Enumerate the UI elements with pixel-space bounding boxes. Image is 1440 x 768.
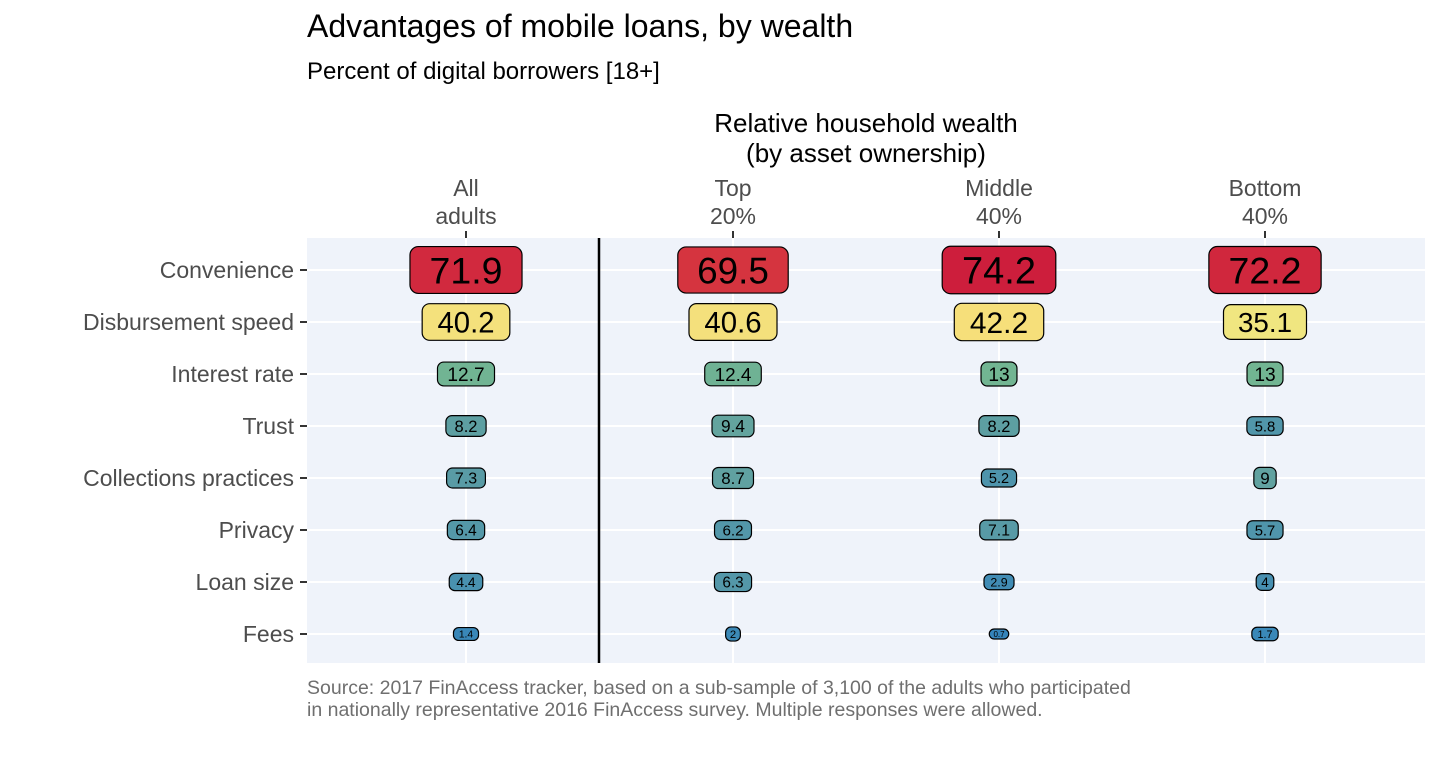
- value-label: 74.2: [962, 251, 1036, 293]
- column-label: 20%: [710, 203, 756, 229]
- value-label: 6.2: [722, 522, 743, 539]
- value-label: 6.3: [722, 575, 743, 592]
- row-label: Disbursement speed: [83, 309, 294, 335]
- value-cell-box: [1246, 520, 1284, 540]
- grid-layer: [307, 238, 1425, 663]
- value-label: 71.9: [430, 249, 503, 291]
- value-label: 4: [1261, 575, 1269, 590]
- value-label: 5.8: [1255, 419, 1276, 435]
- value-cell-box: [409, 245, 523, 295]
- value-cell-box: [445, 467, 487, 489]
- value-cell-box: [980, 468, 1018, 488]
- value-label: 4.4: [456, 575, 476, 590]
- value-label: 8.7: [721, 469, 744, 488]
- group-header-line1: Relative household wealth: [714, 108, 1018, 138]
- column-label: 40%: [976, 203, 1022, 229]
- chart-title: Advantages of mobile loans, by wealth: [307, 8, 854, 44]
- value-cell-box: [446, 519, 486, 541]
- value-cell-box: [980, 361, 1018, 387]
- column-label: Bottom: [1229, 175, 1302, 201]
- value-cell-box: [704, 361, 762, 387]
- value-label: 5.2: [989, 471, 1009, 487]
- value-label: 6.4: [455, 523, 477, 540]
- value-cell-box: [725, 626, 741, 642]
- value-cell-box: [677, 246, 789, 294]
- value-cell-box: [711, 414, 755, 438]
- value-label: 1.7: [1257, 629, 1272, 641]
- value-cell-box: [713, 519, 753, 541]
- column-label: 40%: [1242, 203, 1288, 229]
- value-cell-box: [1246, 416, 1284, 436]
- value-label: 9: [1260, 469, 1269, 488]
- value-label: 2: [730, 629, 736, 641]
- value-cell-box: [978, 415, 1020, 437]
- value-label: 40.2: [437, 307, 494, 340]
- row-labels: Convenience Disbursement speed Interest ra…: [83, 257, 307, 647]
- value-cell-box: [713, 571, 753, 593]
- group-header-line2: (by asset ownership): [746, 138, 986, 168]
- value-label: 7.3: [455, 471, 477, 488]
- value-label: 13: [1254, 365, 1275, 386]
- column-label: adults: [435, 203, 496, 229]
- row-label: Collections practices: [83, 465, 294, 491]
- row-label: Fees: [243, 621, 294, 647]
- value-label: 2.9: [990, 575, 1007, 589]
- value-label: 12.7: [447, 365, 484, 386]
- value-label: 7.1: [988, 523, 1010, 540]
- column-label: Middle: [965, 175, 1033, 201]
- value-cell-box: [983, 573, 1015, 591]
- value-cell-box: [1246, 361, 1284, 387]
- value-cell-box: [1251, 626, 1279, 642]
- row-label: Loan size: [196, 569, 294, 595]
- value-label: 8.2: [455, 418, 478, 436]
- plot-panel: [307, 238, 1425, 663]
- value-cell-box: [421, 303, 511, 341]
- value-label: 0.7: [993, 630, 1005, 639]
- chart-subtitle: Percent of digital borrowers [18+]: [307, 58, 660, 85]
- source-note: Source: 2017 FinAccess tracker, based on…: [307, 677, 1131, 721]
- value-label: 12.4: [715, 365, 752, 386]
- value-cell-box: [953, 302, 1045, 342]
- value-label: 35.1: [1238, 307, 1292, 338]
- value-cell-box: [436, 361, 496, 387]
- value-label: 9.4: [721, 416, 745, 436]
- value-label: 13: [988, 365, 1009, 386]
- value-cells: 71.9 69.5 74.2 72.2 40.2 40.6 42.2 35.1 12.7 12.4…: [409, 245, 1322, 642]
- value-cell-box: [1208, 245, 1322, 295]
- value-label: 1.4: [459, 630, 474, 641]
- value-cell-box: [941, 245, 1057, 295]
- value-cell-box: [688, 303, 778, 341]
- value-label: 5.7: [1255, 523, 1276, 539]
- value-cell-box: [1253, 466, 1277, 490]
- value-label: 8.2: [988, 418, 1011, 436]
- row-label: Interest rate: [171, 361, 294, 387]
- value-cell-box: [1222, 304, 1308, 340]
- value-label: 69.5: [697, 250, 769, 291]
- row-label: Privacy: [219, 517, 295, 543]
- value-label: 72.2: [1229, 250, 1302, 292]
- value-cell-box: [711, 466, 755, 490]
- row-label: Trust: [242, 413, 294, 439]
- value-cell-box: [448, 572, 484, 592]
- value-cell-box: [452, 626, 480, 642]
- value-cell-box: [988, 628, 1010, 640]
- value-cell-box: [979, 519, 1019, 541]
- value-cell-box: [445, 415, 487, 437]
- value-label: 42.2: [970, 307, 1028, 340]
- row-label: Convenience: [160, 257, 294, 283]
- value-cell-box: [1255, 572, 1275, 592]
- value-label: 40.6: [704, 307, 761, 340]
- column-label: Top: [714, 175, 751, 201]
- column-label: All: [453, 175, 479, 201]
